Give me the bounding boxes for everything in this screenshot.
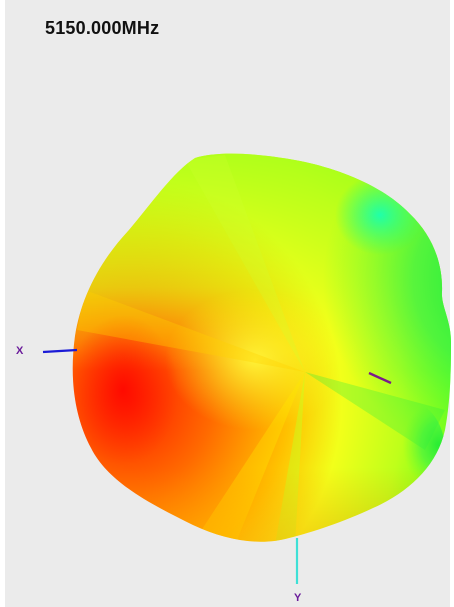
radiation-pattern-3d-plot[interactable] — [5, 0, 454, 607]
frequency-label: 5150.000MHz — [45, 18, 160, 38]
y-axis-label: Y — [294, 592, 302, 604]
x-axis-indicator — [42, 348, 78, 354]
radiation-pattern-surface — [72, 153, 452, 542]
x-axis-label: X — [16, 345, 24, 357]
z-axis-indicator — [368, 371, 392, 385]
